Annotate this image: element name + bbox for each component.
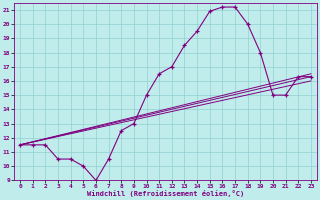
X-axis label: Windchill (Refroidissement éolien,°C): Windchill (Refroidissement éolien,°C) — [87, 190, 244, 197]
